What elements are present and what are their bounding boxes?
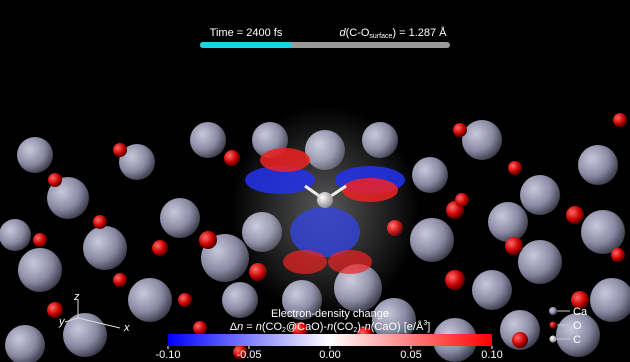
ca-atom xyxy=(83,226,127,270)
ca-atom xyxy=(128,278,172,322)
o-atom xyxy=(152,240,168,256)
colorbar-tick-label: -0.10 xyxy=(155,349,180,361)
colorbar-tick-label: 0.05 xyxy=(400,349,421,361)
progress-fill xyxy=(200,42,292,48)
ca-atom xyxy=(190,122,226,158)
ca-atom xyxy=(520,175,560,215)
colorbar-title: Electron-density change xyxy=(271,308,389,320)
colorbar-tick-label: -0.05 xyxy=(236,349,261,361)
colorbar xyxy=(168,334,492,346)
o-atom xyxy=(611,248,625,262)
o-atom xyxy=(445,270,465,290)
legend-label: C xyxy=(573,334,581,346)
ca-atom xyxy=(0,219,31,251)
o-atom xyxy=(512,332,528,348)
colorbar-formula: Δn = n(CO2@CaO)-n(CO2)-n(CaO) [e/Å3] xyxy=(230,320,431,334)
distance-label: d(C-Osurface) = 1.287 Å xyxy=(339,26,447,40)
ca-atom xyxy=(160,198,200,238)
ca-atom xyxy=(17,137,53,173)
o-atom xyxy=(33,233,47,247)
o-atom xyxy=(453,123,467,137)
ca-atom xyxy=(518,240,562,284)
o-atom xyxy=(566,206,584,224)
o-atom xyxy=(178,293,192,307)
o-atom xyxy=(224,150,240,166)
ca-atom xyxy=(488,202,528,242)
time-label: Time = 2400 fs xyxy=(210,27,283,39)
legend-label: O xyxy=(573,320,582,332)
axis-label: x xyxy=(123,322,130,334)
o-atom xyxy=(48,173,62,187)
colorbar-tick-label: 0.10 xyxy=(481,349,502,361)
o-atom xyxy=(199,231,217,249)
legend-label: Ca xyxy=(573,306,588,318)
o-atom xyxy=(455,193,469,207)
colorbar-tick-label: 0.00 xyxy=(319,349,340,361)
ca-atom xyxy=(18,248,62,292)
o-atom xyxy=(613,113,627,127)
o-atom xyxy=(93,215,107,229)
scene: Time = 2400 fs d(C-Osurface) = 1.287 Å x… xyxy=(0,0,630,362)
ca-atom xyxy=(581,210,625,254)
o-atom xyxy=(113,143,127,157)
axis-label: z xyxy=(73,291,80,303)
ca-atom xyxy=(222,282,258,318)
density-cloud xyxy=(230,105,420,315)
o-atom xyxy=(193,321,207,335)
ca-atom xyxy=(472,270,512,310)
ca-atom xyxy=(462,120,502,160)
o-atom xyxy=(505,237,523,255)
ca-atom xyxy=(578,145,618,185)
o-atom xyxy=(508,161,522,175)
o-atom xyxy=(113,273,127,287)
